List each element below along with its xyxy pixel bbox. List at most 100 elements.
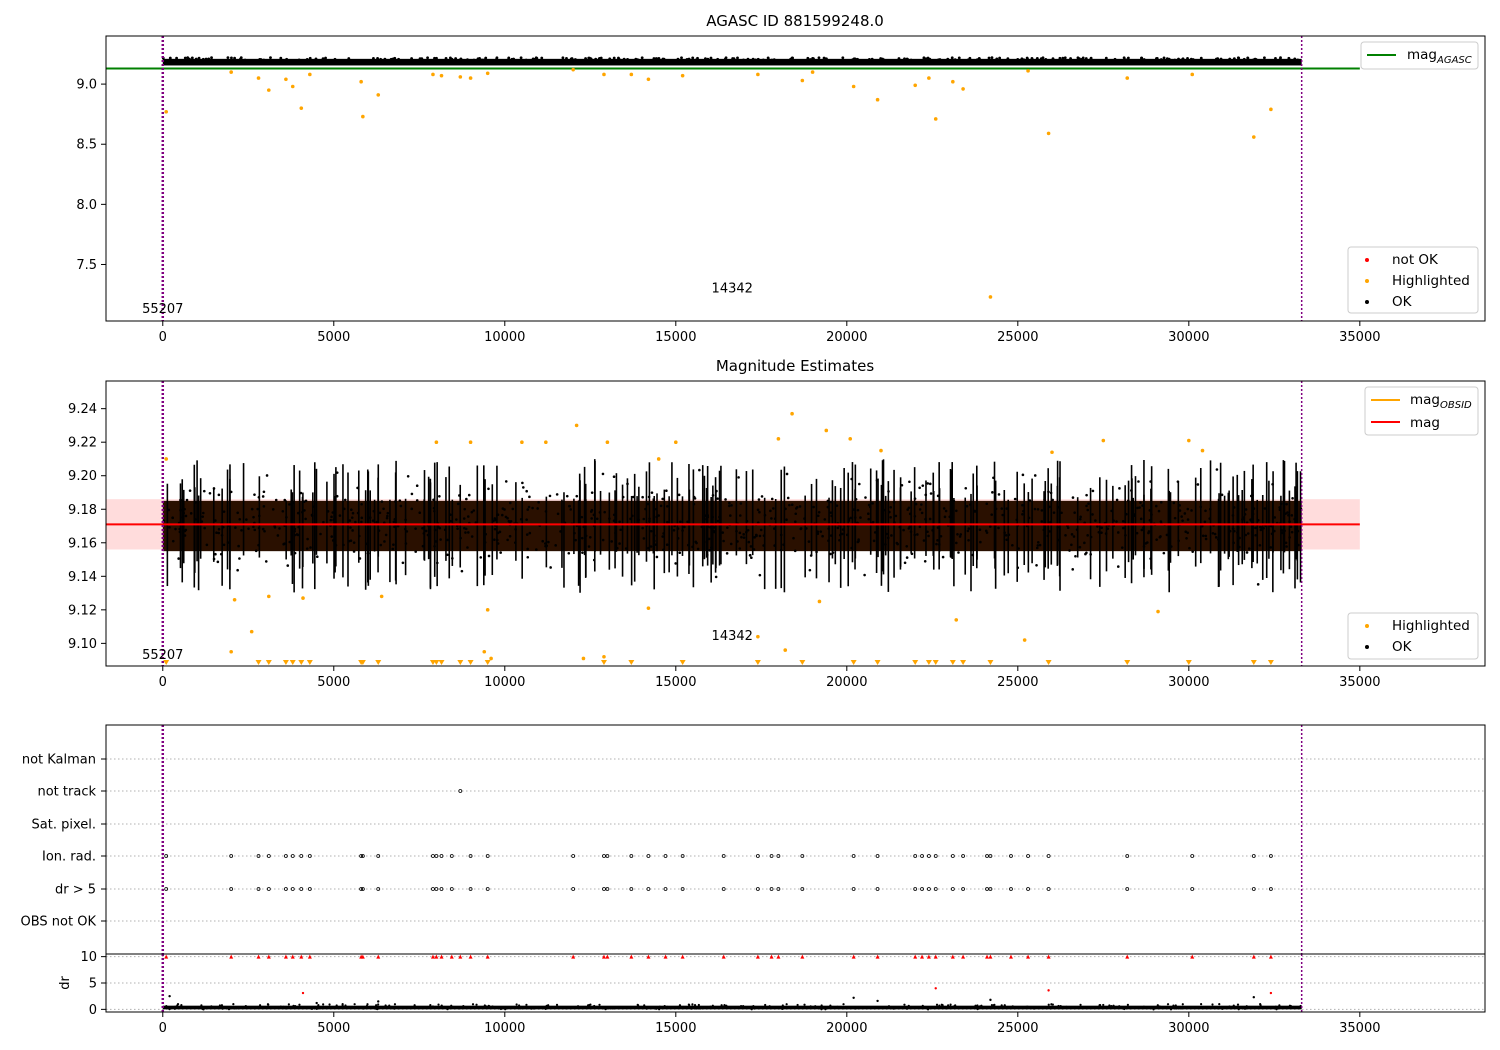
dr-ok-point — [221, 1007, 224, 1010]
ok-point — [946, 57, 950, 61]
highlighted-clipped-marker — [987, 660, 994, 665]
ok-point — [1237, 56, 1241, 60]
dr-ok-point — [168, 1008, 171, 1011]
ok-point — [769, 509, 772, 513]
ok-point — [305, 547, 309, 550]
ok-point — [937, 58, 940, 62]
dr-ok-point — [430, 1006, 433, 1009]
ok-point — [759, 528, 763, 532]
ok-point — [569, 57, 573, 61]
ok-point — [288, 540, 292, 544]
highlighted-clipped-marker — [467, 660, 474, 665]
ok-point — [676, 57, 680, 61]
ok-point — [873, 531, 877, 534]
dr-not-ok-clipped-marker — [663, 954, 668, 959]
ok-point — [939, 534, 943, 538]
dr-ok-point — [629, 1005, 632, 1009]
dr-ok-point — [446, 1008, 449, 1011]
dr-ok-point — [785, 1003, 788, 1006]
ok-point — [410, 57, 413, 60]
ok-point — [686, 520, 689, 524]
ok-point — [1288, 536, 1291, 539]
ok-point — [1287, 513, 1290, 517]
ok-point — [681, 529, 684, 532]
ok-point — [1293, 57, 1297, 61]
ok-point — [1286, 511, 1289, 514]
highlighted-point — [776, 437, 781, 441]
highlighted-point — [605, 440, 610, 444]
y-tick-label: 8.5 — [76, 138, 97, 153]
flag-point — [851, 887, 856, 891]
ok-point — [376, 57, 379, 60]
ok-point — [382, 507, 385, 511]
ok-point — [1246, 532, 1250, 535]
highlighted-clipped-marker — [438, 660, 445, 665]
dr-ok-point — [949, 1003, 952, 1006]
ok-point — [705, 540, 709, 544]
dr-ok-point — [812, 1006, 816, 1009]
flag-label: not Kalman — [22, 753, 96, 768]
ok-point — [168, 526, 171, 529]
ok-point — [601, 538, 605, 542]
ok-point — [343, 498, 347, 502]
ok-point — [1027, 516, 1031, 520]
ok-point — [311, 505, 315, 508]
ok-point — [644, 507, 647, 511]
flag-point — [913, 887, 918, 891]
ok-point — [840, 532, 844, 536]
dr-not-ok-clipped-marker — [1268, 954, 1273, 959]
ok-point — [1051, 498, 1054, 502]
ok-point — [335, 494, 339, 498]
panel-magnitude: Magnitude Estimates 0 5000 10000 15000 20000… — [68, 357, 1486, 690]
ok-point — [470, 510, 474, 514]
ok-point — [493, 527, 497, 531]
dr-not-ok-clipped-marker — [721, 954, 726, 959]
ok-point — [1121, 519, 1125, 523]
dr-y-tick-label: 0 — [89, 1003, 97, 1018]
ok-points-dense-core — [162, 500, 1302, 552]
dr-ok-point — [874, 1006, 878, 1009]
ok-point — [847, 517, 851, 521]
ok-point — [653, 57, 657, 61]
dr-ok-point — [1117, 1006, 1120, 1009]
ok-point — [616, 546, 619, 550]
ok-point — [578, 549, 581, 553]
dr-ok-point — [1166, 1005, 1169, 1008]
highlighted-clipped-marker — [1250, 660, 1257, 665]
ok-point — [686, 543, 690, 547]
flag-point — [851, 854, 856, 858]
ok-point — [578, 527, 582, 531]
ok-point — [629, 517, 632, 521]
highlighted-point — [879, 448, 883, 453]
ok-point — [598, 511, 602, 514]
flag-point — [646, 887, 651, 891]
flag-point — [376, 854, 381, 858]
ok-point — [770, 497, 774, 501]
ok-point — [285, 57, 289, 61]
flag-point — [875, 854, 880, 858]
dr-ok-point — [1232, 1004, 1235, 1007]
dr-ok-point — [1174, 1004, 1177, 1007]
dr-ok-point — [287, 1003, 290, 1006]
ok-point — [648, 517, 651, 520]
ok-point — [226, 541, 230, 544]
flag-point — [1125, 887, 1130, 891]
dr-ok-point — [1211, 1003, 1214, 1006]
x-tick-label: 20000 — [826, 1021, 867, 1036]
ok-point — [721, 531, 725, 534]
ok-point — [1104, 58, 1108, 62]
ok-point — [722, 539, 725, 543]
ok-point — [465, 497, 468, 501]
ok-point — [183, 56, 187, 60]
dr-ok-point — [992, 1004, 995, 1007]
ok-point — [959, 533, 963, 536]
flag-point — [769, 854, 774, 858]
ok-point — [181, 516, 184, 519]
ok-point — [958, 535, 962, 538]
ok-point — [1190, 509, 1193, 512]
ok-point — [746, 57, 750, 61]
dr-ok-point — [1237, 1006, 1240, 1009]
ok-point — [680, 56, 683, 60]
ok-point — [685, 58, 689, 61]
dr-ok-point — [564, 1007, 567, 1010]
